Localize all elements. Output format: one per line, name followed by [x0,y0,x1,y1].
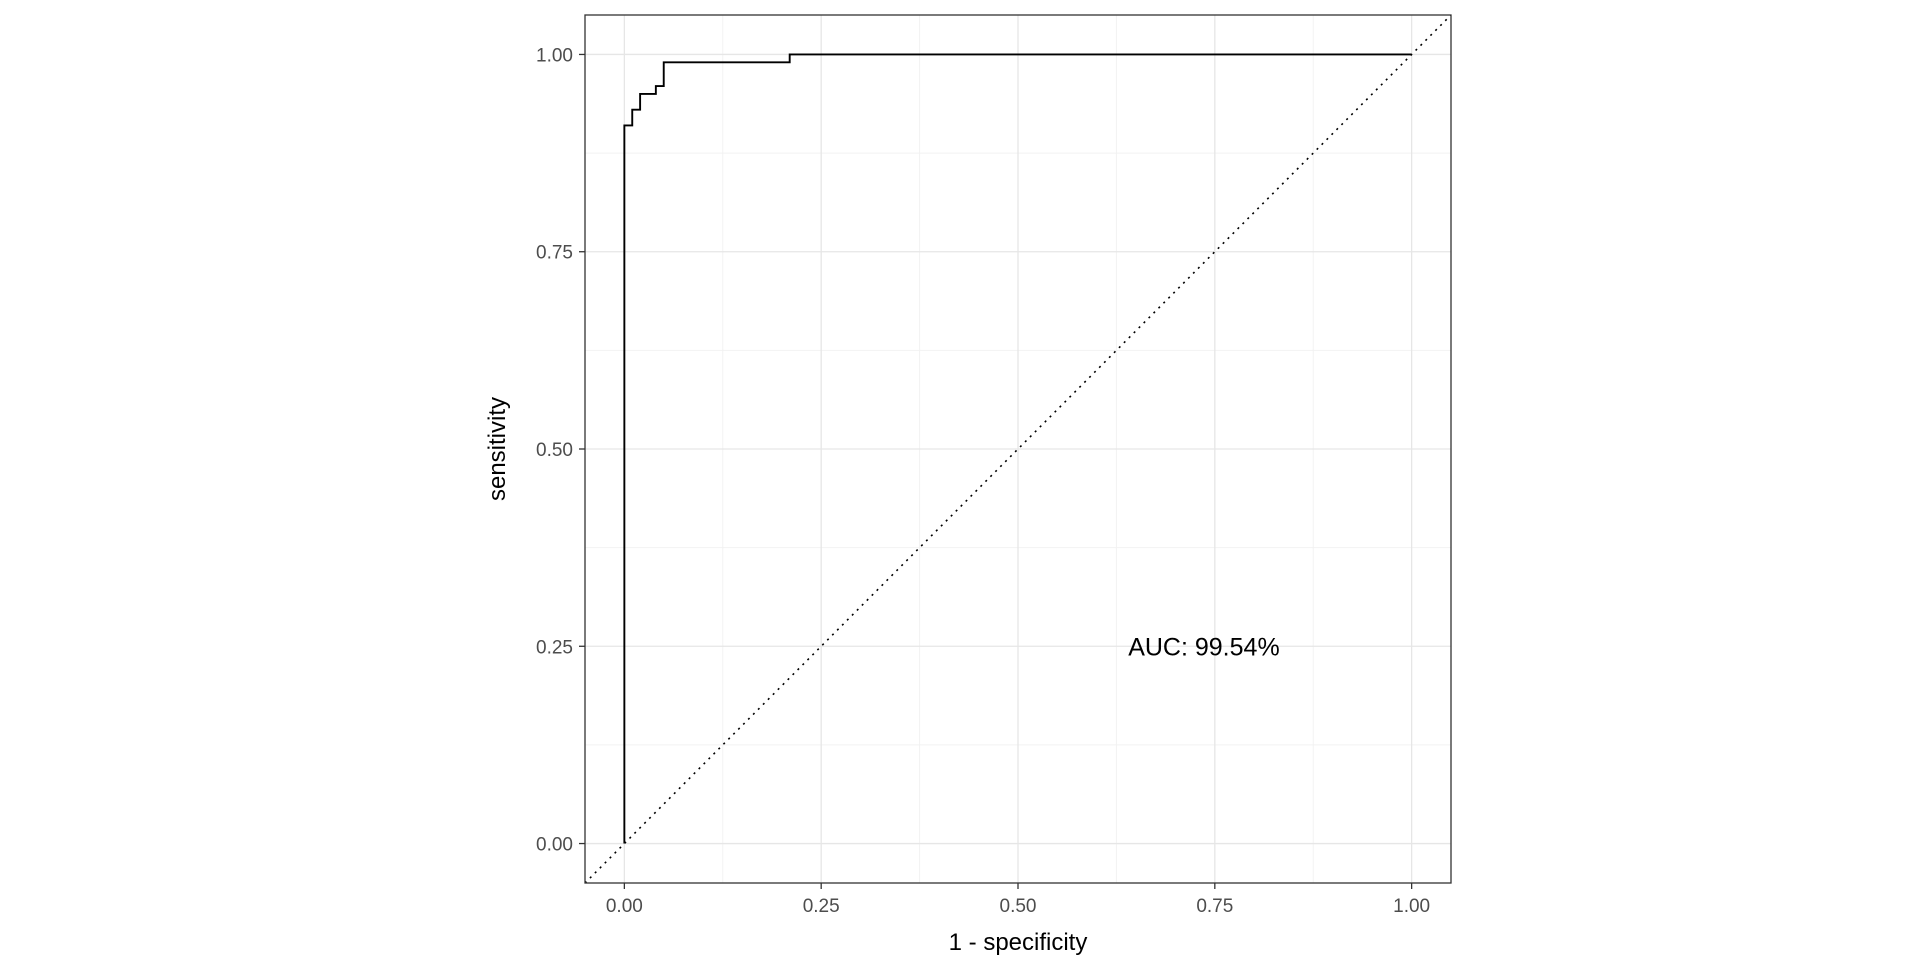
y-tick-label: 0.00 [536,835,573,856]
annotation-layer: AUC: 99.54% [1128,633,1279,661]
roc-curve [623,53,1412,844]
y-tick-label: 0.25 [536,637,573,658]
auc-annotation: AUC: 99.54% [1128,633,1279,661]
x-tick-label: 0.50 [1000,896,1037,917]
x-tick-label: 0.00 [606,896,643,917]
y-axis-title: sensitivity [484,397,511,501]
x-tick-label: 1.00 [1393,896,1430,917]
x-tick-label: 0.25 [803,896,840,917]
y-tick-label: 1.00 [536,45,573,66]
y-tick-label: 0.50 [536,440,573,461]
series-layer [584,14,1452,884]
reference-diagonal-line [584,14,1452,884]
y-tick-label: 0.75 [536,243,573,264]
y-axis: 0.00 0.25 0.50 0.75 1.00 [536,45,585,856]
x-tick-label: 0.75 [1196,896,1233,917]
x-axis: 0.00 0.25 0.50 0.75 1.00 [606,883,1430,917]
x-axis-title: 1 - specificity [949,929,1088,956]
